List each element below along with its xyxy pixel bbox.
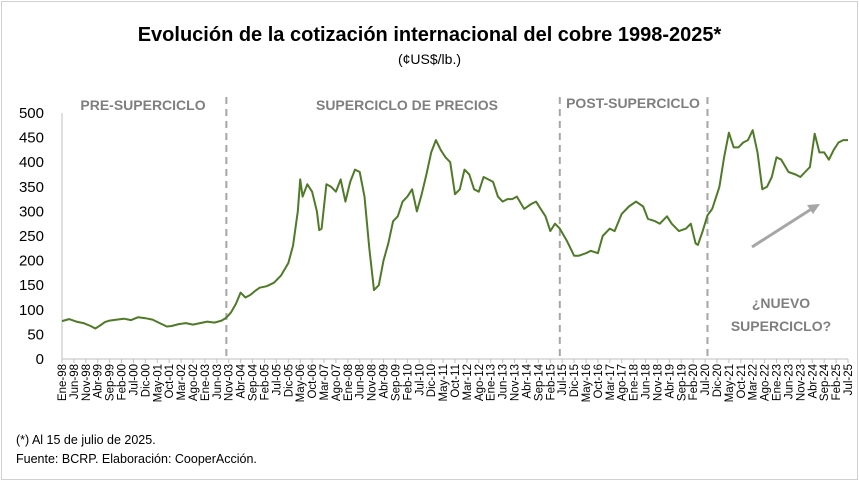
x-tick-label: Jul-05 <box>271 364 283 395</box>
x-tick-label: Sep-99 <box>105 364 117 401</box>
x-axis: Ene-98 Jun-98 Nov-98 Abr-99 Sep-99 Feb-00 Jul-… <box>57 358 855 402</box>
x-tick-label: Mar-17 <box>605 364 617 400</box>
period-label-pre: PRE-SUPERCICLO <box>80 97 205 113</box>
x-tick-label: May-21 <box>724 364 736 402</box>
x-tick-label: Feb-25 <box>831 364 843 400</box>
y-axis: 0 50 100 150 200 250 300 350 400 450 500 <box>19 105 63 368</box>
x-tick-label: Sep-09 <box>390 364 402 401</box>
x-tick-label: Dic-10 <box>426 364 438 397</box>
x-tick-label: Oct-01 <box>164 364 176 399</box>
x-tick-label: Sep-04 <box>248 363 260 401</box>
x-tick-label: May-16 <box>581 364 593 402</box>
x-tick-label: Ago-17 <box>617 364 629 401</box>
x-tick-label: Jun-98 <box>69 364 81 399</box>
x-tick-label: Dic-20 <box>712 364 724 397</box>
x-tick-label: Dic-15 <box>569 364 581 397</box>
x-tick-label: Jun-08 <box>355 364 367 399</box>
annotation-line-2: SUPERCICLO? <box>731 318 831 334</box>
x-tick-label: Jun-13 <box>498 364 510 399</box>
x-tick-label: Ene-13 <box>486 364 498 401</box>
chart-title: Evolución de la cotización internacional… <box>137 24 722 46</box>
y-tick-label: 200 <box>19 253 44 270</box>
y-tick-label: 400 <box>19 154 44 171</box>
trend-arrowhead-icon <box>807 204 820 214</box>
x-tick-label: Ene-18 <box>629 364 641 401</box>
x-tick-label: Abr-14 <box>521 363 533 398</box>
y-tick-label: 450 <box>19 130 44 147</box>
x-tick-label: Oct-21 <box>736 364 748 399</box>
x-tick-label: Ene-23 <box>772 364 784 401</box>
x-tick-label: May-01 <box>152 364 164 402</box>
x-tick-label: Feb-00 <box>117 364 129 400</box>
y-tick-label: 50 <box>27 326 44 343</box>
x-tick-label: May-06 <box>295 364 307 402</box>
x-tick-label: Oct-11 <box>450 364 462 398</box>
x-tick-label: Sep-14 <box>533 363 545 401</box>
period-labels: PRE-SUPERCICLO SUPERCICLO DE PRECIOS POS… <box>80 95 700 113</box>
x-tick-label: Oct-16 <box>593 364 605 399</box>
x-tick-label: Ago-07 <box>331 364 343 401</box>
x-tick-label: Mar-07 <box>319 364 331 400</box>
series-group <box>61 129 848 330</box>
x-tick-label: Feb-20 <box>688 364 700 400</box>
x-tick-label: Nov-23 <box>795 364 807 401</box>
x-tick-label: Jun-03 <box>212 364 224 399</box>
x-tick-label: Abr-04 <box>236 363 248 398</box>
y-tick-label: 150 <box>19 277 44 294</box>
x-tick-label: Abr-24 <box>807 363 819 398</box>
chart-subtitle: (¢US$/lb.) <box>397 51 462 67</box>
trend-arrow-icon <box>751 206 814 249</box>
period-label-super: SUPERCICLO DE PRECIOS <box>316 97 498 113</box>
x-tick-label: Jul-15 <box>557 364 569 395</box>
y-tick-label: 100 <box>19 302 44 319</box>
annotation-line-1: ¿NUEVO <box>752 295 810 311</box>
x-tick-label: Feb-15 <box>545 364 557 400</box>
source-note: Fuente: BCRP. Elaboración: CooperAcción. <box>16 452 257 466</box>
x-tick-label: Jul-20 <box>700 364 712 395</box>
x-tick-label: Feb-10 <box>402 364 414 400</box>
series-line-cobre <box>61 129 848 330</box>
x-tick-label: Abr-19 <box>664 364 676 399</box>
x-tick-label: Nov-13 <box>510 364 522 401</box>
x-tick-label: Jul-25 <box>843 364 855 395</box>
x-tick-label: Abr-09 <box>379 364 391 399</box>
y-tick-label: 0 <box>36 351 44 368</box>
x-tick-label: Dic-00 <box>140 364 152 397</box>
x-tick-label: Feb-05 <box>259 364 271 400</box>
x-tick-label: Jul-10 <box>414 364 426 395</box>
footnote: (*) Al 15 de julio de 2025. <box>16 433 156 447</box>
x-tick-label: Jul-00 <box>128 364 140 395</box>
x-tick-label: Ene-03 <box>200 364 212 401</box>
period-dividers <box>225 97 709 359</box>
x-tick-label: Sep-19 <box>676 364 688 401</box>
x-tick-label: Nov-03 <box>224 364 236 401</box>
x-tick-label: Nov-98 <box>81 364 93 401</box>
x-tick-label: Mar-12 <box>462 364 474 400</box>
x-tick-label: Ago-02 <box>188 364 200 401</box>
y-tick-label: 300 <box>19 203 44 220</box>
x-tick-label: Mar-22 <box>748 364 760 400</box>
y-tick-label: 350 <box>19 179 44 196</box>
x-tick-label: Jun-18 <box>641 364 653 399</box>
x-tick-label: Jun-23 <box>783 364 795 399</box>
y-tick-label: 250 <box>19 228 44 245</box>
x-tick-label: Ene-98 <box>57 364 69 401</box>
x-tick-label: Mar-02 <box>176 364 188 400</box>
x-tick-label: Abr-99 <box>93 364 105 399</box>
x-tick-label: Dic-05 <box>283 364 295 397</box>
y-tick-label: 500 <box>19 105 44 122</box>
x-tick-label: Sep-24 <box>819 363 831 401</box>
x-tick-label: Nov-08 <box>367 364 379 401</box>
period-label-post: POST-SUPERCICLO <box>566 95 700 111</box>
x-tick-label: Ago-22 <box>760 364 772 401</box>
x-tick-label: Nov-18 <box>652 364 664 401</box>
x-tick-label: Ago-12 <box>474 364 486 401</box>
x-tick-label: May-11 <box>438 364 450 402</box>
x-tick-label: Oct-06 <box>307 364 319 399</box>
nuevo-superciclo-annotation: ¿NUEVO SUPERCICLO? <box>731 204 831 334</box>
x-tick-label: Ene-08 <box>343 364 355 401</box>
